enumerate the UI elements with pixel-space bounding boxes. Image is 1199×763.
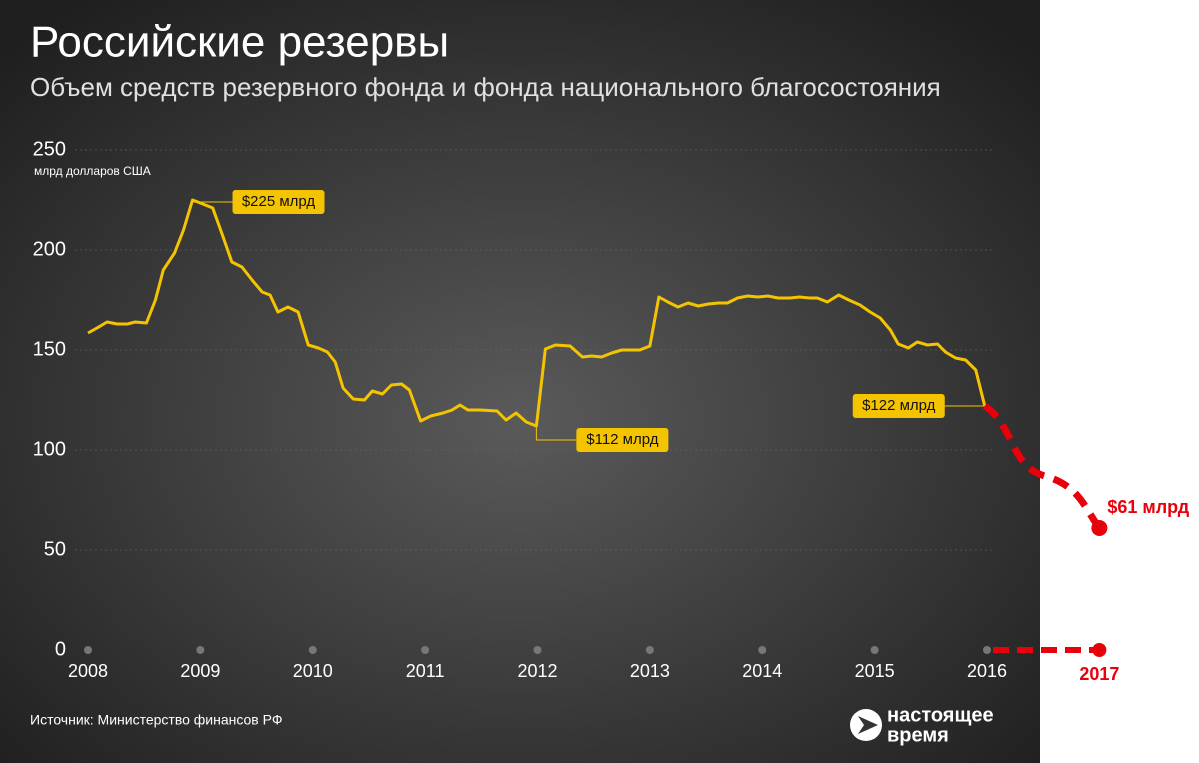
x-tick-dot [870, 646, 879, 654]
annotation-box [232, 190, 325, 214]
annotation-box [852, 394, 945, 418]
logo-text: время [887, 724, 949, 746]
x-tick-label: 2016 [967, 661, 1007, 681]
logo-arrow [858, 716, 878, 734]
annotation-leader [192, 200, 233, 203]
logo: настоящее время [850, 704, 994, 746]
x-tick-label: 2015 [855, 661, 895, 681]
x-tick-label: 2008 [68, 661, 108, 681]
x-tick-dot [983, 646, 991, 654]
y-tick-label: 150 [33, 338, 66, 360]
projection-point [1091, 520, 1108, 536]
x-tick-dot [421, 646, 430, 654]
chart-subtitle: Объем средств резервного фонда и фонда н… [30, 72, 941, 102]
background [0, 0, 1040, 763]
source: Источник: Министерство финансов РФ [30, 712, 282, 728]
annotation-label: $225 млрд [242, 193, 316, 210]
x-tick-label: 2009 [180, 661, 220, 681]
x-tick-dot [645, 646, 654, 654]
y-tick-label: 50 [44, 538, 66, 560]
chart-title: Российские резервы [30, 18, 449, 67]
x-tick-label: 2010 [293, 661, 333, 681]
x-tick-label: 2014 [742, 661, 782, 681]
x-tick-dot [308, 646, 317, 654]
x-tick-label: 2012 [517, 661, 557, 681]
projection-tick-label: 2017 [1079, 664, 1119, 684]
projection-tick-dot [1092, 643, 1107, 657]
x-tick-dot [196, 646, 205, 654]
x-tick-label: 2011 [406, 661, 445, 681]
data-line [87, 198, 987, 428]
annotation-label: $122 млрд [862, 397, 936, 414]
x-tick-label: 2013 [630, 661, 670, 681]
annotation-label: $112 млрд [586, 431, 658, 448]
logo-text: настоящее [887, 704, 994, 726]
x-tick-dot [758, 646, 767, 654]
x-tick-dot [84, 646, 92, 654]
y-tick-label: 100 [33, 438, 66, 460]
y-tick-label: 250 [33, 138, 66, 160]
y-tick-label: 0 [55, 638, 66, 660]
projection-line [982, 403, 1103, 531]
annotation-leader [535, 426, 577, 441]
annotation-box [576, 428, 669, 452]
projection-label: $61 млрд [1107, 497, 1189, 517]
y-tick-label: 200 [33, 238, 66, 260]
x-tick-dot [533, 646, 542, 654]
y-axis-label: млрд долларов США [34, 164, 151, 178]
